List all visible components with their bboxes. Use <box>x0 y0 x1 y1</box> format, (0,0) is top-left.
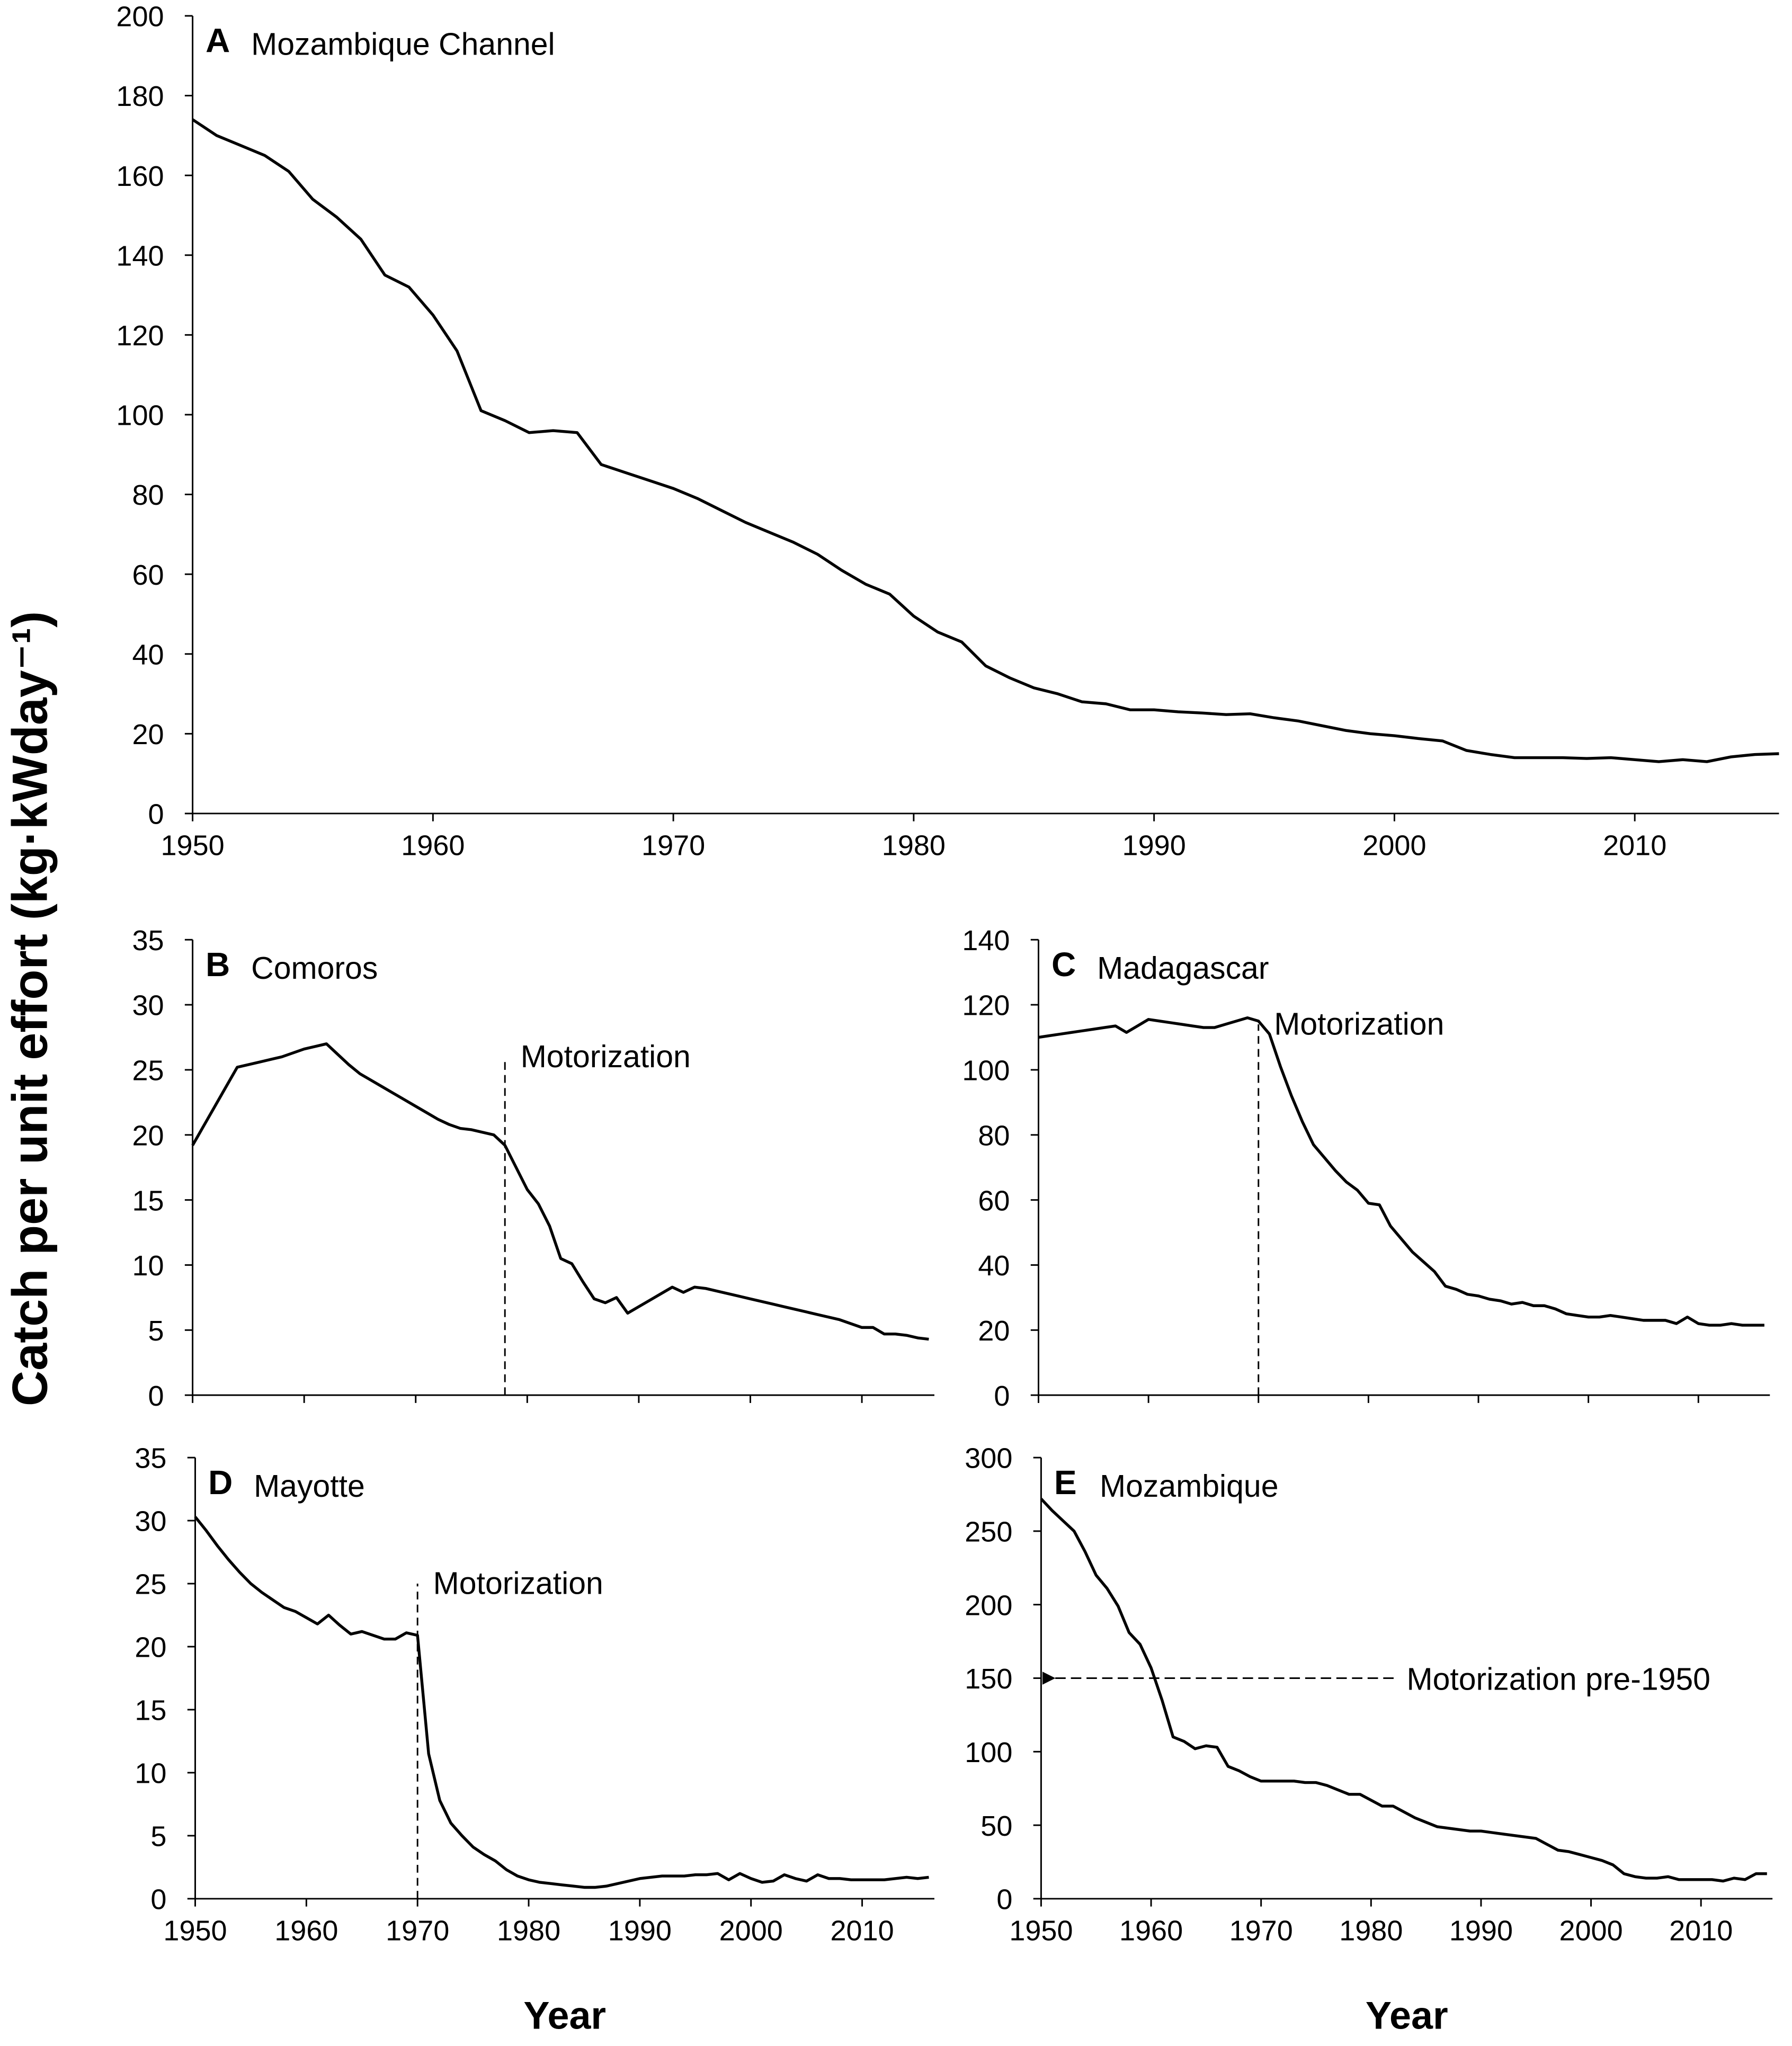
y-tick-label: 200 <box>965 1589 1012 1621</box>
panel-letter: B <box>206 945 230 984</box>
y-tick-label: 120 <box>962 990 1010 1022</box>
y-tick-label: 80 <box>132 479 164 511</box>
y-tick-label: 60 <box>978 1185 1010 1217</box>
x-tick-label: 1960 <box>1119 1915 1183 1947</box>
x-tick-label: 1980 <box>497 1915 560 1947</box>
x-axis-label: Year <box>523 1994 606 2038</box>
y-tick-label: 140 <box>116 240 164 272</box>
x-tick-label: 1950 <box>1009 1915 1073 1947</box>
panel-letter: E <box>1054 1463 1077 1502</box>
x-tick-label: 1970 <box>386 1915 449 1947</box>
y-tick-label: 180 <box>116 81 164 112</box>
y-tick-label: 0 <box>996 1884 1012 1916</box>
data-line <box>192 118 1779 763</box>
y-tick-label: 300 <box>965 1443 1012 1475</box>
y-tick-label: 5 <box>148 1315 164 1347</box>
y-tick-label: 30 <box>132 990 164 1022</box>
data-line <box>1038 1016 1764 1327</box>
y-tick-label: 10 <box>135 1758 166 1790</box>
x-axis-label: Year <box>1366 1994 1448 2038</box>
y-tick-label: 5 <box>150 1821 166 1853</box>
y-tick-label: 20 <box>978 1315 1010 1347</box>
annotation-text: Motorization pre-1950 <box>1407 1663 1710 1697</box>
y-tick-label: 160 <box>116 160 164 192</box>
panel-title: Comoros <box>251 951 378 986</box>
y-axis-label: Catch per unit effort (kg·kWday⁻¹) <box>2 611 57 1406</box>
x-tick-label: 1980 <box>1339 1915 1403 1947</box>
data-line <box>194 1516 929 1889</box>
y-tick-label: 20 <box>135 1632 166 1664</box>
y-tick-label: 10 <box>132 1250 164 1282</box>
data-line <box>191 1042 929 1341</box>
y-tick-label: 40 <box>132 639 164 671</box>
panel-letter: A <box>206 22 230 60</box>
x-tick-label: 1970 <box>1229 1915 1293 1947</box>
annotation-text: Motorization <box>521 1040 691 1074</box>
x-tick-label: 1960 <box>401 830 465 862</box>
y-tick-label: 0 <box>148 1380 164 1412</box>
y-tick-label: 80 <box>978 1120 1010 1151</box>
y-tick-label: 0 <box>150 1884 166 1916</box>
y-tick-label: 100 <box>116 400 164 432</box>
data-line <box>1040 1497 1767 1883</box>
y-tick-label: 120 <box>116 320 164 352</box>
x-tick-label: 2010 <box>1669 1915 1733 1947</box>
axes <box>194 1458 934 1900</box>
y-tick-label: 20 <box>132 719 164 751</box>
y-tick-label: 20 <box>132 1120 164 1151</box>
x-tick-label: 1960 <box>274 1915 338 1947</box>
y-tick-label: 50 <box>980 1810 1012 1842</box>
y-tick-label: 60 <box>132 559 164 591</box>
panel-title: Mozambique Channel <box>251 28 555 62</box>
x-tick-label: 1950 <box>163 1915 227 1947</box>
panel-title: Mozambique <box>1100 1469 1279 1504</box>
x-tick-label: 1970 <box>641 830 705 862</box>
x-tick-label: 1980 <box>882 830 946 862</box>
axes <box>192 15 1779 815</box>
x-tick-label: 2000 <box>719 1915 783 1947</box>
y-tick-label: 250 <box>965 1516 1012 1548</box>
y-tick-label: 15 <box>132 1185 164 1217</box>
y-tick-label: 140 <box>962 925 1010 957</box>
panel-letter: D <box>208 1463 233 1502</box>
y-tick-label: 30 <box>135 1506 166 1538</box>
x-tick-label: 2000 <box>1362 830 1426 862</box>
x-tick-label: 2010 <box>830 1915 894 1947</box>
x-tick-label: 2010 <box>1603 830 1666 862</box>
y-tick-label: 25 <box>135 1569 166 1601</box>
y-tick-label: 40 <box>978 1250 1010 1282</box>
x-tick-label: 1990 <box>1122 830 1186 862</box>
y-tick-label: 15 <box>135 1695 166 1727</box>
y-tick-label: 35 <box>135 1443 166 1475</box>
axes <box>192 940 934 1396</box>
x-tick-label: 1990 <box>608 1915 672 1947</box>
y-tick-label: 0 <box>994 1380 1010 1412</box>
x-tick-label: 2000 <box>1559 1915 1622 1947</box>
annotation-text: Motorization <box>433 1567 603 1601</box>
y-tick-label: 0 <box>148 799 164 830</box>
annotation-text: Motorization <box>1274 1007 1444 1042</box>
y-tick-label: 25 <box>132 1055 164 1087</box>
panel-title: Mayotte <box>254 1469 365 1504</box>
panel-letter: C <box>1051 945 1076 984</box>
y-tick-label: 100 <box>962 1055 1010 1087</box>
panel-title: Madagascar <box>1097 951 1269 986</box>
y-tick-label: 35 <box>132 925 164 957</box>
y-tick-label: 100 <box>965 1737 1012 1768</box>
x-tick-label: 1950 <box>161 830 225 862</box>
x-tick-label: 1990 <box>1449 1915 1513 1947</box>
y-tick-label: 150 <box>965 1663 1012 1695</box>
y-tick-label: 200 <box>116 1 164 33</box>
